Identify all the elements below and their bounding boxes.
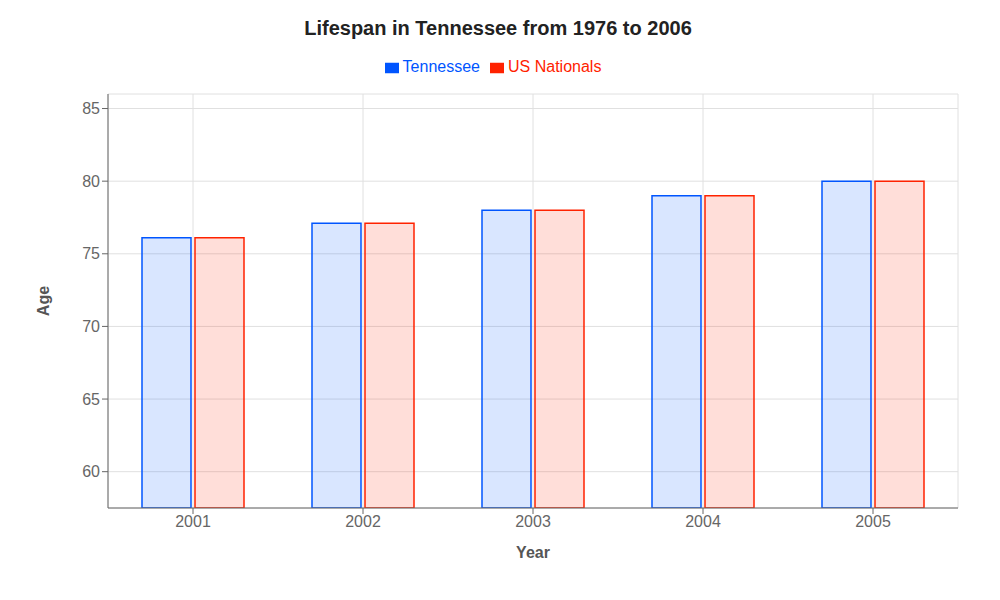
svg-text:60: 60 (82, 463, 100, 480)
html-text:Lifespan in Tennessee from 197: Lifespan in Tennessee from 1976 to 2006 (304, 17, 692, 39)
svg-text:70: 70 (82, 318, 100, 335)
svg-text:2001: 2001 (175, 513, 211, 530)
svg-text:2005: 2005 (855, 513, 891, 530)
svg-text:75: 75 (82, 245, 100, 262)
svg-text:85: 85 (82, 100, 100, 117)
svg-text:2004: 2004 (685, 513, 721, 530)
svg-text:65: 65 (82, 391, 100, 408)
svg-text:2002: 2002 (345, 513, 381, 530)
svg-text:80: 80 (82, 173, 100, 190)
svg-text:Year: Year (516, 544, 550, 561)
svg-text:2003: 2003 (515, 513, 551, 530)
html-text:US Nationals: US Nationals (508, 58, 602, 75)
svg-text:Age: Age (35, 286, 52, 316)
html-text:Tennessee: Tennessee (402, 58, 480, 75)
